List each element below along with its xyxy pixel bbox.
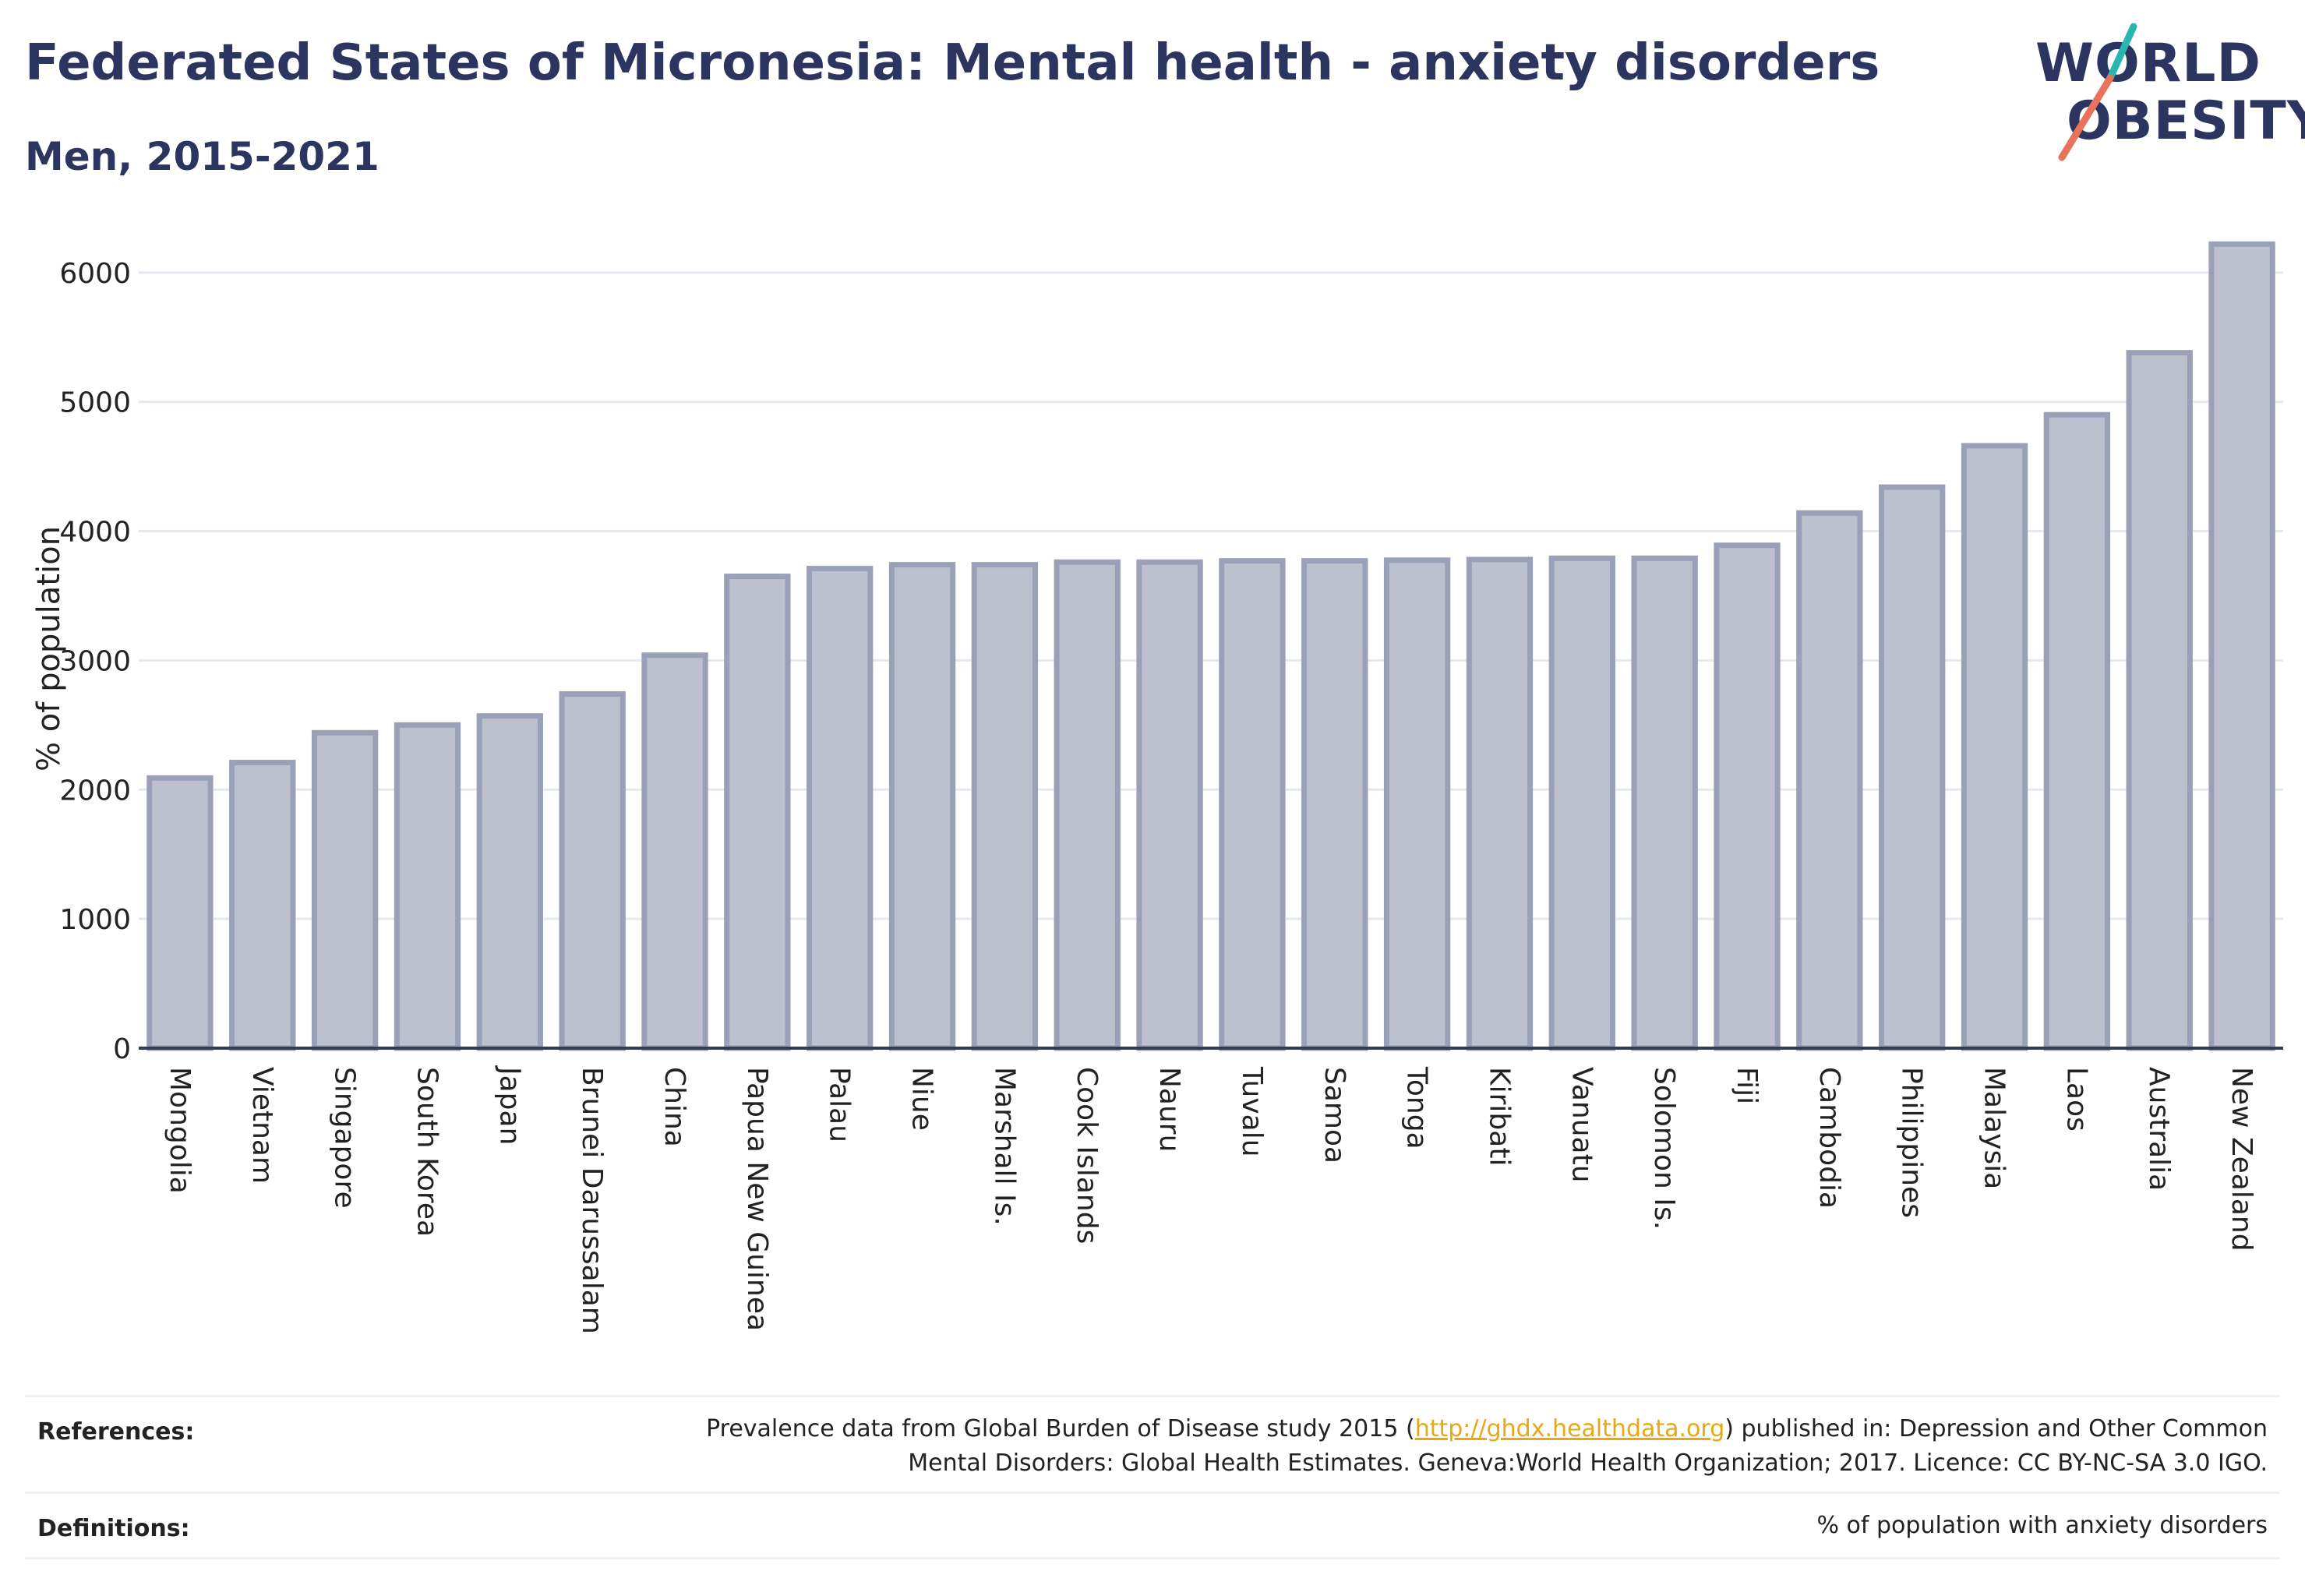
- bar: [1136, 559, 1203, 1051]
- x-tick-label: Solomon Is.: [1648, 1067, 1680, 1230]
- bar: [1961, 443, 2028, 1051]
- references-text: Prevalence data from Global Burden of Di…: [706, 1412, 2268, 1481]
- x-tick-label: Japan: [493, 1065, 525, 1145]
- references-line2: Mental Disorders: Global Health Estimate…: [908, 1449, 2268, 1477]
- y-tick-label: 5000: [59, 387, 131, 419]
- x-tick-label: Brunei Darussalam: [576, 1067, 608, 1334]
- bar: [2043, 411, 2111, 1051]
- x-tick-label: South Korea: [411, 1067, 443, 1237]
- references-text-before: Prevalence data from Global Burden of Di…: [706, 1415, 1415, 1442]
- references-link[interactable]: http://ghdx.healthdata.org: [1414, 1415, 1725, 1442]
- world-obesity-logo: WORLD OBESITY: [2034, 23, 2305, 164]
- x-tick-label: Palau: [824, 1067, 856, 1142]
- bar: [2208, 241, 2275, 1051]
- y-tick-label: 2000: [59, 775, 131, 807]
- divider: [25, 1557, 2280, 1559]
- y-tick-label: 0: [113, 1033, 131, 1065]
- bar: [1301, 558, 1368, 1051]
- y-tick-label: 3000: [59, 645, 131, 677]
- x-tick-label: Malaysia: [1978, 1067, 2010, 1189]
- bar-chart: 0 1000 2000 3000 4000 5000 6000 % of population…: [31, 241, 2283, 1334]
- x-tick-label: Tuvalu: [1236, 1066, 1268, 1157]
- bar: [2126, 350, 2193, 1051]
- bar: [311, 729, 379, 1051]
- y-tick-label: 1000: [59, 904, 131, 936]
- y-tick-label: 6000: [59, 258, 131, 290]
- x-tick-label: Vanuatu: [1565, 1067, 1597, 1183]
- x-tick-label: Fiji: [1731, 1067, 1763, 1104]
- x-tick-label: Mongolia: [164, 1067, 196, 1194]
- logo-line1: WORLD: [2035, 33, 2261, 94]
- x-tick-label: Tonga: [1401, 1066, 1433, 1149]
- x-tick-label: Cambodia: [1813, 1067, 1845, 1209]
- chart-title: Federated States of Micronesia: Mental h…: [25, 34, 1880, 92]
- bar: [1383, 557, 1451, 1051]
- y-axis-label: % of population: [31, 526, 67, 772]
- bar: [971, 562, 1039, 1051]
- bar: [394, 722, 461, 1051]
- x-tick-label: Philippines: [1896, 1067, 1928, 1218]
- x-tick-label: Laos: [2060, 1067, 2092, 1132]
- x-tick-label: Samoa: [1318, 1067, 1350, 1163]
- bar: [1054, 559, 1121, 1051]
- bar: [1466, 556, 1534, 1051]
- bar: [641, 652, 708, 1051]
- logo-slash-icon: [2058, 23, 2137, 161]
- bar: [724, 574, 791, 1051]
- definitions-label: Definitions:: [37, 1515, 190, 1542]
- bar: [1631, 555, 1698, 1051]
- divider: [25, 1492, 2280, 1494]
- x-tick-label: Kiribati: [1483, 1067, 1515, 1166]
- x-tick-label: Singapore: [329, 1067, 361, 1209]
- bar: [146, 775, 214, 1051]
- x-tick-label: Vietnam: [246, 1067, 278, 1184]
- bar: [1714, 542, 1781, 1051]
- y-tick-label: 4000: [59, 517, 131, 549]
- bar: [229, 759, 296, 1051]
- bar: [1548, 555, 1615, 1051]
- logo-line2: OBESITY: [2067, 90, 2305, 152]
- bar: [559, 691, 626, 1051]
- bar: [1796, 510, 1863, 1051]
- bar: [476, 713, 543, 1051]
- x-tick-label: Niue: [906, 1067, 938, 1131]
- x-tick-label: Cook Islands: [1071, 1067, 1103, 1244]
- bar: [888, 562, 956, 1051]
- bar: [1219, 558, 1286, 1051]
- bar: [1879, 484, 1946, 1051]
- x-tick-label: Papua New Guinea: [741, 1067, 773, 1331]
- x-tick-label: Nauru: [1153, 1067, 1185, 1152]
- definitions-section: Definitions: % of population with anxiet…: [25, 1492, 2280, 1559]
- bar: [807, 566, 874, 1051]
- x-tick-label: New Zealand: [2226, 1067, 2257, 1252]
- references-section: References: Prevalence data from Global …: [25, 1395, 2280, 1488]
- references-text-after: ) published in: Depression and Other Com…: [1724, 1415, 2268, 1442]
- x-tick-label: Marshall Is.: [988, 1067, 1020, 1226]
- divider: [25, 1395, 2280, 1397]
- chart-subtitle: Men, 2015-2021: [25, 134, 379, 179]
- definitions-text: % of population with anxiety disorders: [1816, 1512, 2268, 1539]
- x-tick-label: Australia: [2143, 1067, 2175, 1191]
- x-tick-label: China: [658, 1067, 690, 1147]
- references-label: References:: [37, 1418, 195, 1446]
